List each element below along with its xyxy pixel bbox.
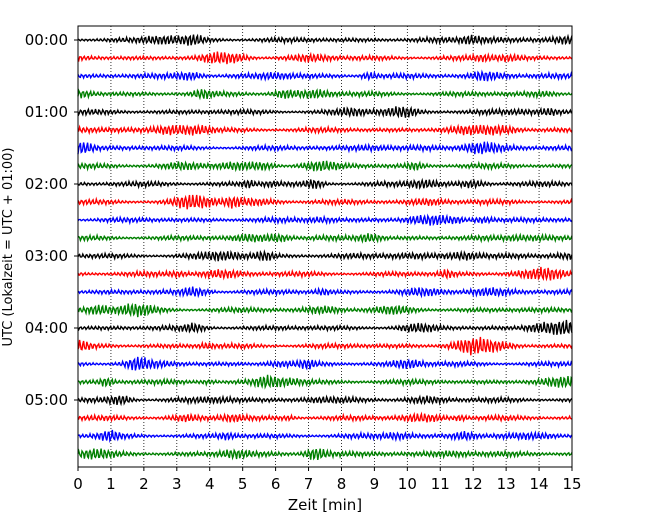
trace-line — [77, 69, 573, 82]
trace-line — [77, 249, 573, 263]
x-tick-label: 15 — [562, 475, 581, 493]
x-tick-label: 8 — [337, 475, 347, 493]
y-axis-ticks: 00:00 01:00 02:00 03:00 04:00 05:00 — [25, 31, 78, 409]
y-tick-label: 02:00 — [25, 175, 68, 193]
trace-line — [77, 105, 573, 119]
y-tick-label: 05:00 — [25, 391, 68, 409]
x-tick-label: 5 — [238, 475, 248, 493]
x-tick-label: 4 — [205, 475, 215, 493]
trace-line — [77, 355, 573, 371]
trace-line — [77, 213, 573, 227]
trace-line — [77, 394, 573, 407]
trace-line — [77, 266, 573, 282]
trace-line — [77, 123, 573, 137]
y-tick-label: 03:00 — [25, 247, 68, 265]
x-tick-label: 9 — [370, 475, 380, 493]
x-tick-label: 2 — [139, 475, 149, 493]
seismogram-traces — [77, 33, 573, 461]
x-axis-label: Zeit [min] — [288, 496, 362, 514]
plot-frame — [77, 25, 573, 468]
trace-line — [77, 194, 573, 210]
y-tick-label: 01:00 — [25, 103, 68, 121]
trace-line — [77, 448, 573, 461]
x-tick-label: 11 — [431, 475, 450, 493]
x-tick-label: 12 — [464, 475, 483, 493]
x-tick-label: 0 — [73, 475, 83, 493]
x-tick-label: 7 — [304, 475, 314, 493]
y-tick-label: 00:00 — [25, 31, 68, 49]
trace-line — [77, 286, 573, 299]
trace-line — [77, 177, 573, 190]
trace-line — [77, 140, 573, 155]
trace-line — [77, 33, 573, 47]
trace-line — [77, 302, 573, 318]
x-tick-label: 3 — [172, 475, 182, 493]
x-tick-label: 6 — [271, 475, 281, 493]
trace-line — [77, 88, 573, 101]
y-tick-label: 04:00 — [25, 319, 68, 337]
x-tick-label: 14 — [530, 475, 549, 493]
y-axis-label: UTC (Lokalzeit = UTC + 01:00) — [1, 148, 16, 347]
trace-line — [77, 374, 573, 390]
trace-line — [77, 232, 573, 244]
x-axis-ticks: 0 1 2 3 4 5 6 7 8 9 10 11 12 13 14 15 — [73, 467, 582, 493]
trace-line — [77, 160, 573, 173]
trace-line — [77, 51, 573, 65]
x-tick-label: 13 — [497, 475, 516, 493]
trace-line — [77, 319, 573, 335]
x-tick-label: 1 — [106, 475, 116, 493]
trace-line — [77, 429, 573, 444]
x-tick-label: 10 — [398, 475, 417, 493]
trace-line — [77, 411, 573, 424]
trace-line — [77, 336, 573, 356]
